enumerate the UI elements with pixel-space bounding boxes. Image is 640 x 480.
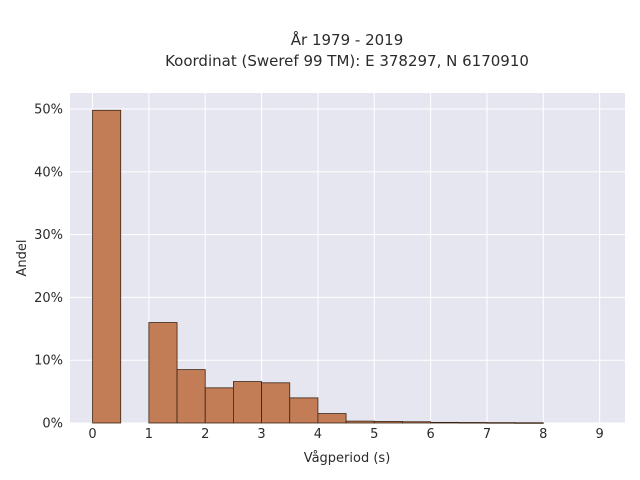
histogram-bar — [373, 421, 403, 424]
histogram-bar — [345, 420, 375, 424]
chart-title: År 1979 - 2019 — [291, 30, 404, 49]
y-axis-label: Andel — [15, 240, 30, 277]
histogram-bar — [402, 421, 432, 424]
x-axis-label: Vågperiod (s) — [304, 451, 391, 466]
x-tick-label: 4 — [314, 427, 322, 442]
histogram-bar — [204, 387, 234, 424]
histogram-bar — [514, 422, 544, 424]
x-tick-labels: 0 1 2 3 4 5 6 7 8 9 — [88, 427, 603, 442]
y-tick-label: 30% — [34, 228, 63, 243]
histogram-bar — [289, 397, 319, 424]
y-tick-labels: 0% 10% 20% 30% 40% 50% — [34, 103, 63, 432]
histogram-bar — [261, 382, 291, 424]
y-tick-label: 50% — [34, 103, 63, 118]
y-tick-label: 20% — [34, 291, 63, 306]
histogram-bar — [148, 322, 178, 424]
x-tick-label: 2 — [201, 427, 209, 442]
x-tick-label: 6 — [426, 427, 434, 442]
x-tick-label: 1 — [145, 427, 153, 442]
y-tick-label: 40% — [34, 165, 63, 180]
x-tick-label: 3 — [257, 427, 265, 442]
y-tick-label: 10% — [34, 354, 63, 369]
x-tick-label: 5 — [370, 427, 378, 442]
histogram-bar — [486, 422, 516, 424]
bars — [92, 109, 544, 424]
x-tick-label: 8 — [539, 427, 547, 442]
y-tick-label: 0% — [42, 417, 63, 432]
histogram-bar — [233, 381, 262, 424]
histogram-bar — [430, 421, 460, 424]
x-tick-label: 7 — [483, 427, 491, 442]
histogram-bar — [458, 422, 488, 424]
histogram-bar — [317, 413, 347, 424]
chart-subtitle: Koordinat (Sweref 99 TM): E 378297, N 61… — [165, 52, 529, 70]
histogram-bar — [176, 369, 206, 424]
x-tick-label: 9 — [596, 427, 604, 442]
histogram-bar — [92, 109, 122, 424]
x-tick-label: 0 — [88, 427, 96, 442]
